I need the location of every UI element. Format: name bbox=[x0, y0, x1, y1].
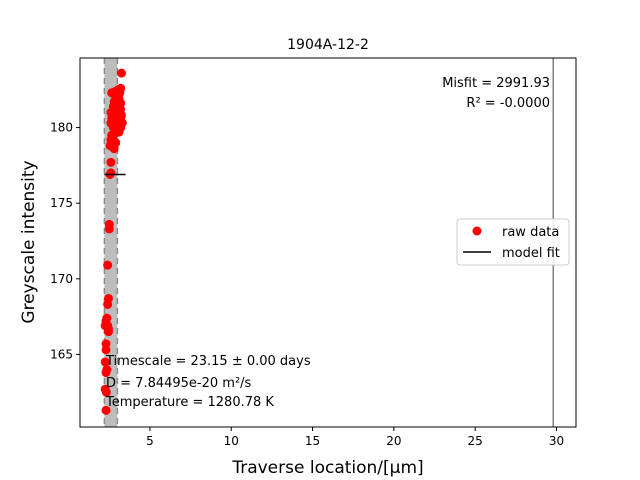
legend-box bbox=[456, 218, 570, 266]
data-point bbox=[116, 68, 126, 78]
data-point bbox=[102, 313, 112, 323]
data-point bbox=[116, 83, 126, 93]
data-point bbox=[107, 88, 117, 98]
x-tick-label: 30 bbox=[549, 434, 564, 448]
x-tick-label: 25 bbox=[468, 434, 483, 448]
data-point bbox=[100, 357, 110, 367]
x-tick-label: 5 bbox=[146, 434, 154, 448]
legend-raw-data-marker bbox=[472, 226, 482, 236]
y-tick-label: 170 bbox=[50, 272, 73, 286]
data-point bbox=[100, 384, 110, 394]
y-tick-label: 165 bbox=[50, 347, 73, 361]
y-tick-label: 175 bbox=[50, 196, 73, 210]
data-point bbox=[104, 219, 114, 229]
r2-annotation: R² = -0.0000 bbox=[466, 96, 550, 111]
data-point bbox=[106, 157, 116, 167]
data-point bbox=[116, 98, 126, 108]
data-point bbox=[101, 339, 111, 349]
data-point bbox=[111, 138, 121, 148]
data-point bbox=[101, 405, 111, 415]
y-tick-label: 180 bbox=[50, 121, 73, 135]
data-point bbox=[116, 123, 126, 133]
data-point bbox=[102, 365, 112, 375]
legend: raw data model fit bbox=[456, 218, 570, 266]
data-point bbox=[103, 293, 113, 303]
x-axis-label: Traverse location/[μm] bbox=[231, 458, 423, 478]
diffusivity-annotation: D = 7.84495e-20 m²/s bbox=[106, 376, 252, 391]
x-tick-label: 15 bbox=[305, 434, 320, 448]
plot-area bbox=[100, 58, 554, 427]
axes-frame bbox=[79, 57, 577, 428]
y-ticks: 165 170 175 180 bbox=[50, 121, 80, 361]
y-axis-label: Greyscale intensity bbox=[19, 160, 39, 323]
timescale-annotation: Timescale = 23.15 ± 0.00 days bbox=[105, 354, 311, 369]
legend-model-fit-label: model fit bbox=[502, 246, 560, 261]
legend-raw-data-label: raw data bbox=[502, 225, 559, 240]
x-tick-label: 20 bbox=[386, 434, 401, 448]
x-ticks: 5 10 15 20 25 30 bbox=[146, 427, 564, 448]
chart-title: 1904A-12-2 bbox=[287, 37, 369, 53]
misfit-annotation: Misfit = 2991.93 bbox=[442, 76, 550, 91]
data-point bbox=[103, 260, 113, 270]
temperature-annotation: Temperature = 1280.78 K bbox=[105, 395, 274, 410]
x-tick-label: 10 bbox=[224, 434, 239, 448]
data-point bbox=[106, 168, 116, 178]
